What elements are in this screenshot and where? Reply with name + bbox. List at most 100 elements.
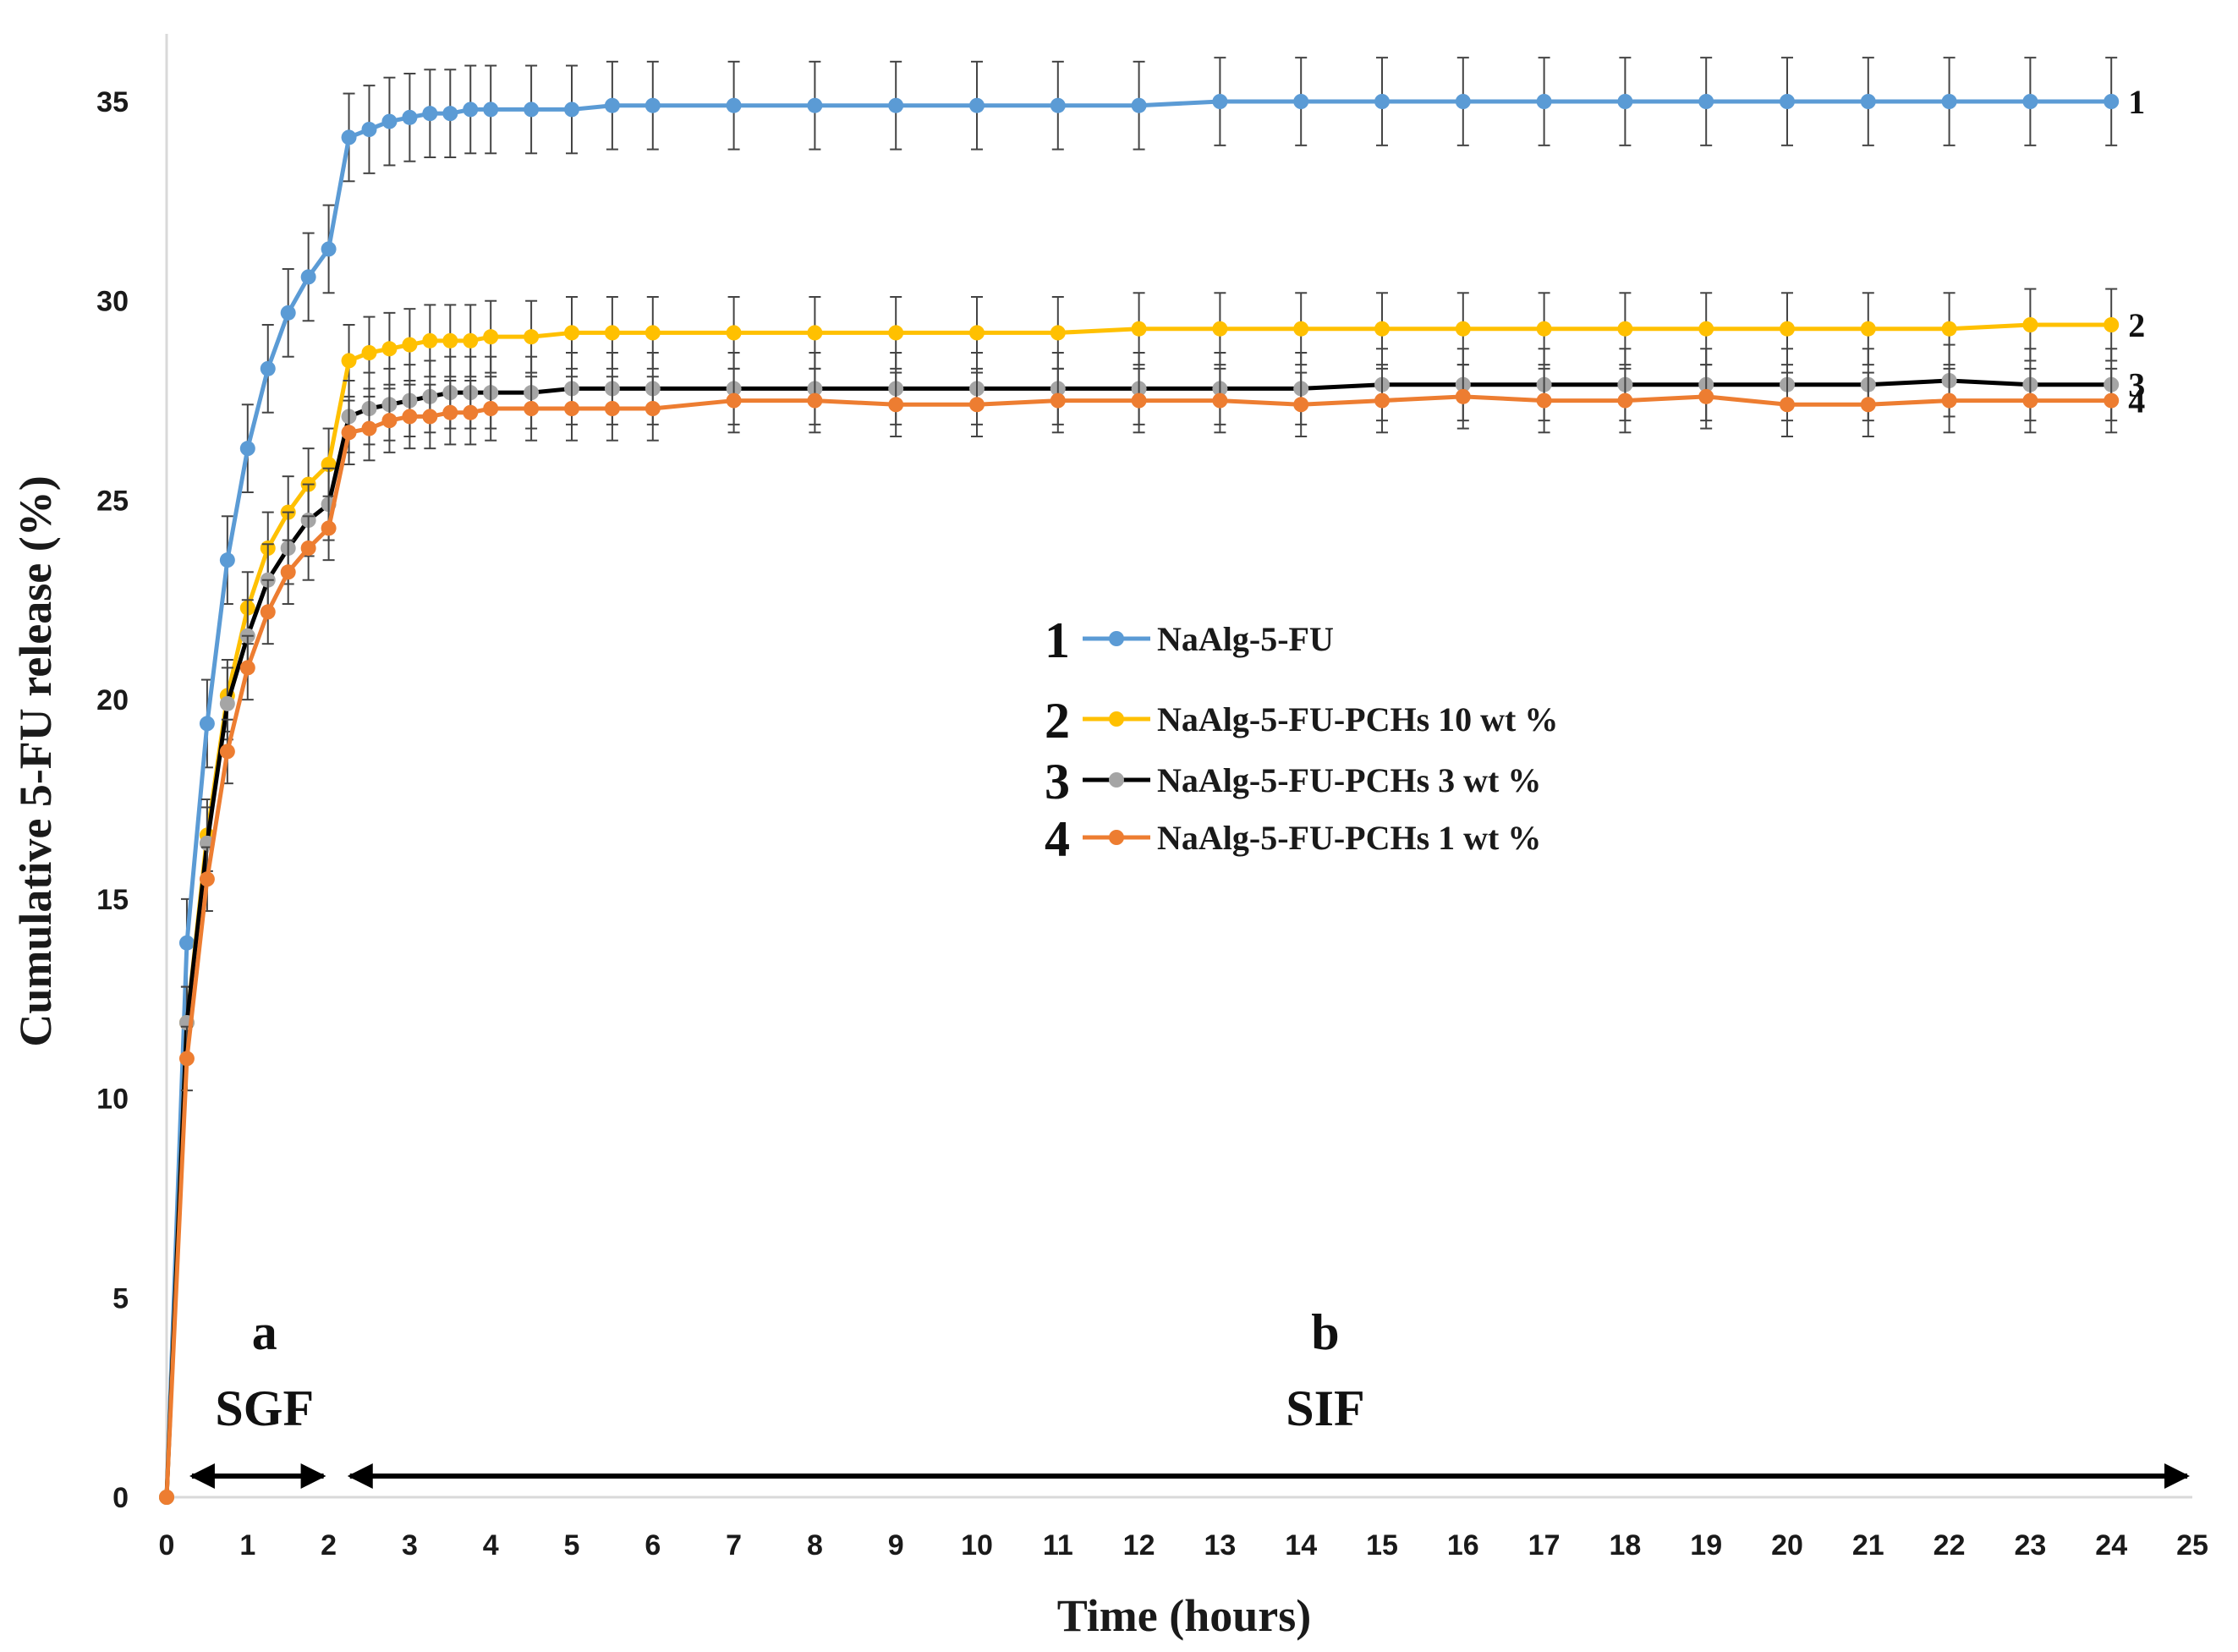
series-4: 4: [159, 364, 2145, 1505]
data-point: [402, 109, 418, 125]
x-tick-label: 21: [1852, 1529, 1884, 1561]
data-point: [888, 397, 904, 413]
data-point: [1536, 392, 1552, 409]
y-tick-label: 0: [112, 1482, 129, 1514]
legend-marker: [1109, 631, 1124, 646]
data-point: [1212, 321, 1228, 337]
data-point: [1698, 388, 1714, 404]
y-tick-label: 35: [96, 86, 129, 118]
x-tick-label: 3: [402, 1529, 418, 1561]
x-tick-label: 2: [321, 1529, 337, 1561]
data-point: [1698, 94, 1714, 109]
x-tick-label: 22: [1934, 1529, 1966, 1561]
data-point: [361, 345, 377, 360]
data-point: [239, 441, 255, 457]
phase-name-b: SIF: [1286, 1380, 1364, 1436]
series-line-3: [164, 378, 2112, 1498]
x-tick-label: 14: [1285, 1529, 1317, 1561]
x-axis-title: Time (hours): [1057, 1590, 1312, 1641]
x-tick-label: 24: [2095, 1529, 2127, 1561]
legend-item-4: 4 NaAlg-5-FU-PCHs 1 wt %: [1045, 811, 1541, 867]
x-tick-label: 15: [1366, 1529, 1398, 1561]
data-point: [422, 332, 438, 349]
data-point: [1050, 392, 1066, 409]
data-point: [402, 337, 418, 353]
data-point: [341, 129, 357, 145]
x-tick-label: 25: [2176, 1529, 2208, 1561]
series-end-label-2: 2: [2128, 306, 2145, 344]
legend-label: NaAlg-5-FU: [1157, 620, 1334, 658]
data-point: [199, 871, 215, 887]
legend-number: 3: [1045, 754, 1070, 810]
data-point: [645, 401, 661, 416]
data-point: [483, 401, 499, 416]
data-point: [381, 113, 398, 129]
x-tick-label: 5: [564, 1529, 580, 1561]
series-end-label-1: 1: [2128, 83, 2145, 121]
legend: 1 NaAlg-5-FU 2 NaAlg-5-FU-PCHs 10 wt % 3 NaAl…: [1045, 612, 1558, 867]
x-tick-label: 1: [239, 1529, 255, 1561]
data-point: [645, 97, 661, 113]
data-point: [199, 716, 215, 732]
x-tick-label: 8: [807, 1529, 823, 1561]
data-point: [483, 102, 499, 118]
legend-item-2: 2 NaAlg-5-FU-PCHs 10 wt %: [1045, 693, 1558, 749]
x-tick-label: 20: [1771, 1529, 1803, 1561]
data-point: [2022, 392, 2038, 409]
data-point: [178, 935, 195, 951]
x-tick-label: 13: [1204, 1529, 1236, 1561]
data-point: [260, 604, 276, 620]
data-point: [1374, 392, 1390, 409]
legend-item-3: 3 NaAlg-5-FU-PCHs 3 wt %: [1045, 754, 1541, 810]
data-point: [1455, 94, 1471, 109]
data-point: [1455, 321, 1471, 337]
legend-number: 1: [1045, 612, 1070, 668]
data-point: [159, 1490, 174, 1505]
series-group: 1 2 34: [159, 57, 2145, 1505]
data-point: [969, 325, 985, 341]
data-point: [321, 520, 337, 536]
x-tick-labels: 0 1 2 3 4 5 6 7 8 9 10 11 12 13 14 15 16 17 18 19 20 21 22 23 24…: [159, 1529, 2208, 1561]
data-point: [178, 1051, 195, 1067]
data-point: [219, 552, 235, 568]
data-point: [1941, 94, 1957, 109]
data-point: [524, 329, 540, 345]
data-point: [483, 329, 499, 345]
x-tick-label: 23: [2014, 1529, 2046, 1561]
data-point: [2022, 317, 2038, 332]
data-point: [402, 409, 418, 425]
data-point: [564, 401, 579, 416]
x-tick-label: 18: [1609, 1529, 1641, 1561]
data-point: [888, 325, 904, 341]
data-point: [1780, 321, 1795, 337]
y-tick-label: 10: [96, 1084, 129, 1116]
data-point: [1780, 94, 1795, 109]
legend-label: NaAlg-5-FU-PCHs 3 wt %: [1157, 761, 1541, 799]
y-tick-label: 25: [96, 485, 129, 517]
x-tick-label: 0: [159, 1529, 175, 1561]
data-point: [1131, 392, 1147, 409]
data-point: [726, 392, 742, 409]
x-tick-label: 7: [726, 1529, 742, 1561]
x-tick-label: 10: [961, 1529, 993, 1561]
data-point: [564, 325, 579, 341]
data-point: [2022, 94, 2038, 109]
data-point: [442, 404, 458, 420]
data-point: [361, 420, 377, 436]
data-point: [300, 541, 316, 556]
data-point: [969, 397, 985, 413]
series-3: 3: [159, 343, 2145, 1505]
data-point: [1050, 325, 1066, 341]
x-tick-label: 9: [888, 1529, 904, 1561]
x-tick-label: 11: [1043, 1529, 1073, 1561]
data-point: [280, 305, 296, 321]
data-point: [564, 102, 579, 118]
data-point: [645, 325, 661, 341]
phase-regions: a SGF b SIF: [189, 1304, 2190, 1489]
x-tick-label: 4: [483, 1529, 499, 1561]
legend-marker: [1109, 711, 1124, 727]
data-point: [219, 695, 235, 711]
x-tick-label: 6: [645, 1529, 661, 1561]
data-point: [1374, 321, 1390, 337]
data-point: [260, 360, 276, 376]
